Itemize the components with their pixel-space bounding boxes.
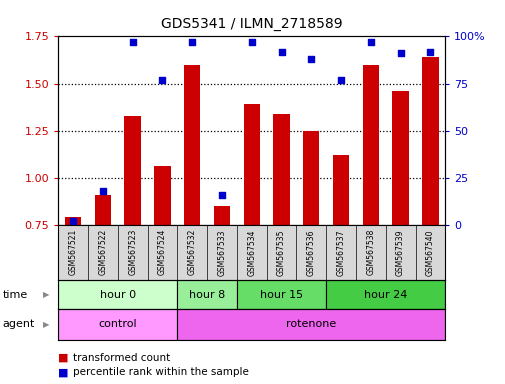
Text: GDS5341 / ILMN_2718589: GDS5341 / ILMN_2718589 [161, 17, 342, 31]
Text: GSM567524: GSM567524 [158, 229, 167, 275]
Bar [326, 280, 444, 309]
Text: ■: ■ [58, 367, 69, 377]
Point [396, 50, 404, 56]
Bar [154, 166, 170, 225]
Text: GSM567538: GSM567538 [366, 229, 375, 275]
Point [188, 39, 196, 45]
Bar [124, 116, 140, 225]
Bar [302, 131, 319, 225]
Text: transformed count: transformed count [73, 353, 170, 363]
Text: rotenone: rotenone [286, 319, 336, 329]
Bar [236, 280, 326, 309]
Point [158, 77, 166, 83]
Text: hour 24: hour 24 [363, 290, 407, 300]
Text: ■: ■ [58, 353, 69, 363]
Text: control: control [98, 319, 137, 329]
Point [218, 192, 226, 198]
Text: ▶: ▶ [43, 290, 49, 299]
Bar [58, 309, 177, 340]
Bar [392, 91, 408, 225]
Bar [177, 280, 236, 309]
Point [426, 48, 434, 55]
Text: agent: agent [3, 319, 35, 329]
Text: GSM567521: GSM567521 [69, 229, 77, 275]
Text: hour 15: hour 15 [260, 290, 302, 300]
Text: GSM567539: GSM567539 [395, 229, 405, 276]
Text: GSM567522: GSM567522 [98, 229, 107, 275]
Point [69, 218, 77, 224]
Text: GSM567534: GSM567534 [247, 229, 256, 276]
Point [366, 39, 374, 45]
Bar [177, 309, 444, 340]
Text: hour 8: hour 8 [188, 290, 225, 300]
Bar [332, 155, 348, 225]
Text: GSM567535: GSM567535 [276, 229, 285, 276]
Bar [65, 217, 81, 225]
Bar [243, 104, 260, 225]
Bar [362, 65, 378, 225]
Text: GSM567533: GSM567533 [217, 229, 226, 276]
Point [98, 188, 107, 194]
Point [128, 39, 136, 45]
Text: ▶: ▶ [43, 320, 49, 329]
Text: GSM567523: GSM567523 [128, 229, 137, 275]
Bar [94, 195, 111, 225]
Bar [58, 280, 177, 309]
Point [307, 56, 315, 62]
Text: GSM567532: GSM567532 [187, 229, 196, 275]
Bar [184, 65, 200, 225]
Point [277, 48, 285, 55]
Text: percentile rank within the sample: percentile rank within the sample [73, 367, 249, 377]
Point [336, 77, 344, 83]
Text: GSM567536: GSM567536 [306, 229, 315, 276]
Text: GSM567540: GSM567540 [425, 229, 434, 276]
Bar [421, 57, 438, 225]
Bar [273, 114, 289, 225]
Text: GSM567537: GSM567537 [336, 229, 345, 276]
Point [247, 39, 256, 45]
Text: time: time [3, 290, 28, 300]
Text: hour 0: hour 0 [99, 290, 135, 300]
Bar [213, 206, 230, 225]
